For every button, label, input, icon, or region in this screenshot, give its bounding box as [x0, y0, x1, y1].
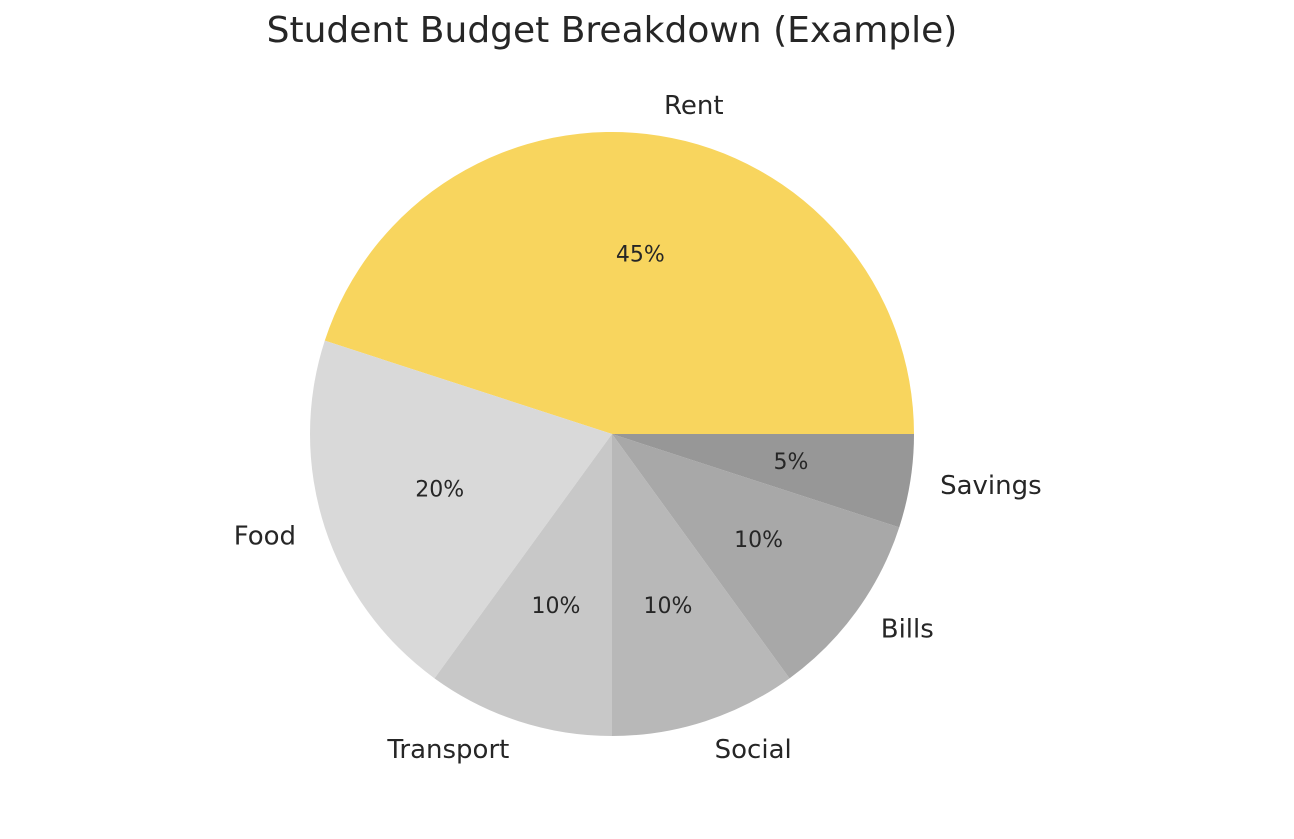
pie-slice-social: [612, 434, 790, 736]
slice-label-transport: Transport: [386, 735, 509, 765]
pie-slice-rent: [324, 132, 914, 434]
slice-percent-savings: 5%: [774, 450, 809, 475]
pie-slice-transport: [434, 434, 612, 736]
slice-label-rent: Rent: [664, 91, 724, 121]
slice-percent-social: 10%: [644, 594, 693, 619]
slice-label-food: Food: [234, 522, 296, 552]
pie-slice-bills: [612, 434, 900, 679]
chart-title: Student Budget Breakdown (Example): [267, 10, 958, 51]
pie-slice-savings: [612, 434, 914, 528]
slice-percent-food: 20%: [415, 477, 464, 502]
slice-percent-rent: 45%: [616, 243, 665, 268]
slice-label-social: Social: [715, 735, 792, 765]
pie-labels: 45% Rent 20% Food 10% Transport 10% Social 10% Bi…: [234, 91, 1042, 765]
pie-slices: [310, 132, 914, 736]
slice-percent-transport: 10%: [532, 594, 581, 619]
slice-percent-bills: 10%: [734, 528, 783, 553]
slice-label-bills: Bills: [881, 614, 934, 644]
slice-label-savings: Savings: [940, 471, 1042, 501]
pie-slice-food: [310, 340, 612, 679]
